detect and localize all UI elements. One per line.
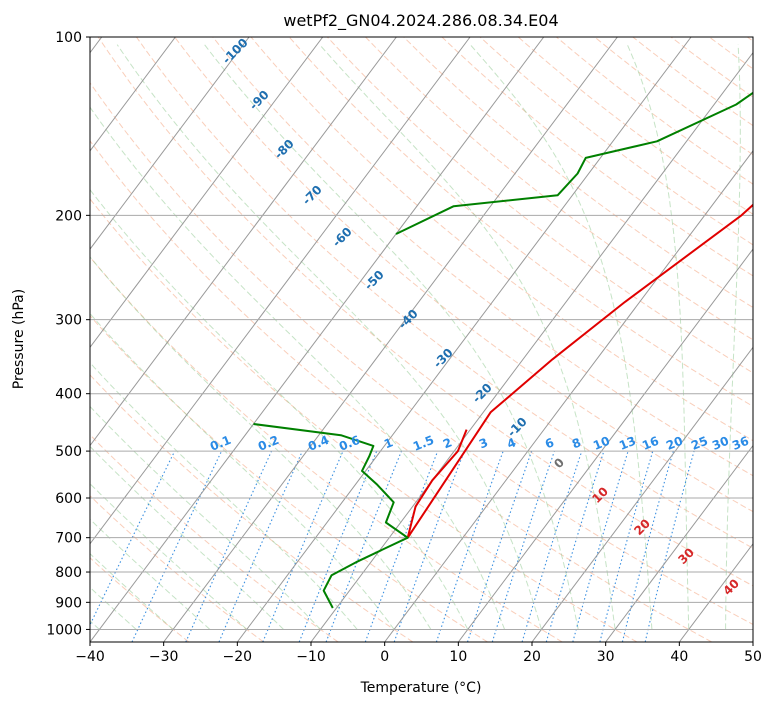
y-tick-label: 700 (55, 531, 82, 547)
y-tick-label: 400 (55, 387, 82, 403)
x-tick-label: 0 (380, 649, 389, 665)
x-tick-label: 50 (744, 649, 762, 665)
x-tick-label: 20 (523, 649, 541, 665)
y-tick-label: 600 (55, 491, 82, 507)
x-tick-label: 30 (597, 649, 615, 665)
x-tick-label: −30 (149, 649, 179, 665)
y-tick-label: 300 (55, 313, 82, 329)
y-tick-label: 500 (55, 444, 82, 460)
y-tick-label: 800 (55, 565, 82, 581)
y-tick-label: 100 (55, 30, 82, 46)
x-tick-label: −40 (75, 649, 105, 665)
x-tick-label: −20 (223, 649, 253, 665)
y-tick-label: 200 (55, 208, 82, 224)
y-tick-label: 900 (55, 595, 82, 611)
x-tick-label: 40 (670, 649, 688, 665)
x-tick-label: 10 (449, 649, 467, 665)
y-tick-label: 1000 (46, 622, 82, 638)
x-axis-label: Temperature (°C) (360, 680, 482, 696)
x-tick-label: −10 (296, 649, 326, 665)
y-axis-label: Pressure (hPa) (11, 289, 27, 389)
chart-title: wetPf2_GN04.2024.286.08.34.E04 (283, 11, 558, 31)
